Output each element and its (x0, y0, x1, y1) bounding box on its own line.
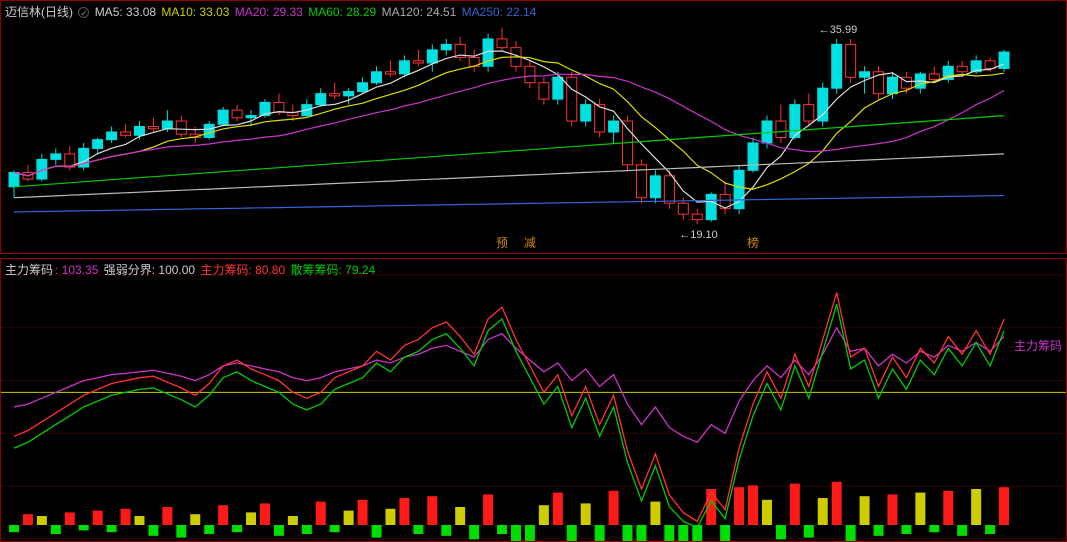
svg-text:减: 减 (524, 236, 536, 250)
info-icon: ✓ (78, 7, 89, 18)
candlestick-svg[interactable]: ←35.99 ←19.10 预 减 榜 (1, 1, 1066, 253)
ind-val1: : 103.35 (55, 263, 98, 277)
svg-text:榜: 榜 (747, 235, 759, 250)
ind-title: 主力筹码 (5, 263, 53, 277)
chart-container: 迈信林(日线) ✓ MA5: 33.08 MA10: 33.03 MA20: 2… (0, 0, 1067, 542)
ma120-label: MA120: 24.51 (382, 5, 457, 19)
ma5-label: MA5: 33.08 (95, 5, 156, 19)
svg-text:预: 预 (496, 236, 508, 250)
ind-scatter: 散筹筹码: 79.24 (291, 263, 376, 277)
ind-main: 主力筹码: 80.80 (200, 263, 285, 277)
indicator-header: 主力筹码: 103.35 强弱分界: 100.00 主力筹码: 80.80 散筹… (5, 261, 377, 278)
indicator-panel[interactable]: 主力筹码: 103.35 强弱分界: 100.00 主力筹码: 80.80 散筹… (0, 258, 1067, 542)
candlestick-panel[interactable]: 迈信林(日线) ✓ MA5: 33.08 MA10: 33.03 MA20: 2… (0, 0, 1067, 254)
indicator-svg[interactable] (1, 259, 1066, 541)
svg-text:←35.99: ←35.99 (819, 24, 858, 36)
stock-title: 迈信林(日线) (5, 5, 73, 19)
ma20-label: MA20: 29.33 (235, 5, 303, 19)
indicator-right-label: 主力筹码 (1014, 337, 1062, 354)
ma60-label: MA60: 28.29 (308, 5, 376, 19)
ind-bound: 强弱分界: 100.00 (104, 263, 195, 277)
ma10-label: MA10: 33.03 (161, 5, 229, 19)
svg-text:←19.10: ←19.10 (679, 229, 718, 241)
candlestick-header: 迈信林(日线) ✓ MA5: 33.08 MA10: 33.03 MA20: 2… (5, 3, 538, 20)
ma250-label: MA250: 22.14 (462, 5, 537, 19)
